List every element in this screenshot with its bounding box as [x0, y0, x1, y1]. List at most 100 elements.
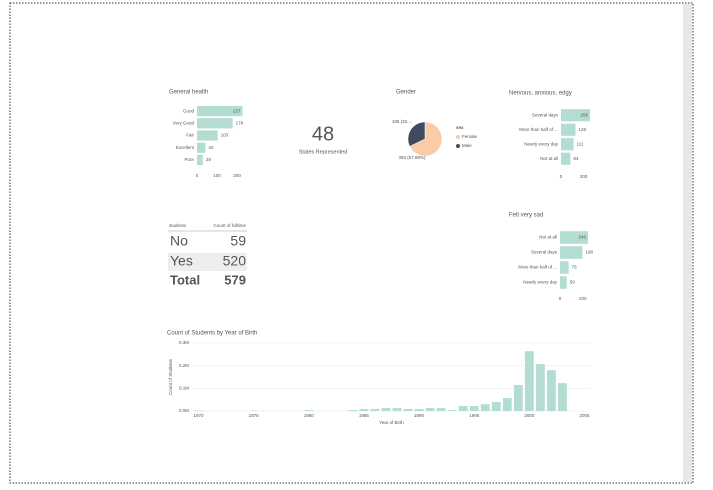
table-cell: No	[170, 233, 188, 249]
data-label: 42	[208, 145, 214, 150]
data-label: 256	[580, 112, 588, 117]
category-label: Excellent	[176, 145, 195, 150]
x-tick-label: 1970	[194, 413, 205, 418]
data-label: 178	[236, 120, 244, 125]
bar	[348, 410, 358, 411]
bar	[561, 109, 590, 122]
bar	[414, 408, 424, 411]
data-label: 198	[586, 250, 594, 255]
bar	[560, 246, 583, 259]
x-tick-label: 100	[213, 173, 221, 178]
data-label: 103	[221, 133, 229, 138]
category-label: Very Good	[173, 120, 195, 125]
bar	[560, 231, 588, 244]
category-label: Poor	[184, 157, 194, 162]
pie-slice	[409, 121, 443, 157]
card-value: 48	[312, 123, 334, 145]
bar	[197, 142, 206, 153]
chart-title: Count of Students by Year of Birth	[167, 331, 257, 337]
data-label: 83	[573, 156, 579, 161]
category-label: Not at all	[540, 156, 558, 161]
bar	[558, 383, 567, 411]
bar	[458, 406, 468, 411]
bar	[469, 406, 479, 411]
category-label: Good	[183, 108, 195, 113]
data-label: 76	[572, 265, 578, 270]
bar	[370, 408, 380, 411]
x-tick-label: 1990	[414, 413, 425, 418]
pie-slice	[407, 121, 426, 147]
chart-title: General health	[169, 90, 208, 96]
x-tick-label: 200	[233, 173, 241, 178]
chart-title: Felt very sad	[509, 213, 543, 219]
bar	[304, 410, 314, 411]
data-label: 246	[578, 235, 586, 240]
x-tick-label: 0	[560, 174, 563, 179]
y-axis-label: Count of Students	[168, 358, 173, 395]
category-label: Fair	[186, 133, 194, 138]
bar	[480, 404, 490, 411]
category-label: Not at all	[539, 235, 557, 240]
data-label: 393 (67.88%)	[398, 155, 426, 160]
category-label: More than half of ...	[519, 127, 558, 132]
category-label: Several days	[532, 112, 559, 117]
bar	[535, 364, 545, 411]
bar	[359, 408, 369, 411]
x-tick-label: 1985	[359, 413, 370, 418]
bar	[197, 105, 243, 117]
category-label: Nearly every day	[524, 141, 559, 146]
x-tick-label: 200	[579, 296, 587, 301]
category-label: More than half of ...	[518, 265, 557, 270]
bar	[561, 152, 571, 165]
bar	[491, 401, 501, 411]
legend-swatch	[456, 144, 460, 148]
bar	[197, 118, 233, 129]
x-tick-label: 0	[559, 296, 562, 301]
chart-title: Nervous, anxious, edgy	[509, 91, 572, 97]
y-tick-label: 0.2M	[179, 363, 189, 368]
x-tick-label: 0	[196, 173, 199, 178]
x-axis-label: Year of Birth	[379, 420, 404, 425]
legend-swatch	[456, 135, 460, 139]
x-tick-label: 1980	[304, 413, 315, 418]
data-label: 59	[570, 280, 576, 285]
bar	[381, 408, 391, 411]
bar	[560, 276, 567, 289]
data-label: 186 (32....	[392, 119, 412, 124]
bar	[392, 408, 402, 411]
bar	[403, 408, 413, 411]
legend-title: sex	[456, 125, 464, 130]
data-label: 111	[577, 141, 584, 146]
table-header: Count of fulltime	[213, 223, 246, 228]
bar	[561, 123, 576, 136]
bar	[447, 410, 457, 411]
frame	[9, 2, 694, 484]
bar	[197, 154, 203, 166]
bar	[560, 261, 569, 274]
data-label: 227	[233, 108, 241, 113]
category-label: Several days	[531, 250, 558, 255]
bar	[502, 398, 512, 411]
x-tick-label: 200	[580, 174, 588, 179]
table-cell: 520	[223, 253, 247, 269]
table-cell: 59	[230, 233, 246, 249]
table-total: 579	[224, 272, 246, 287]
bar	[436, 408, 446, 411]
bar	[546, 370, 556, 411]
chart-title: Gender	[396, 90, 416, 96]
table-cell: Yes	[170, 253, 193, 269]
legend-entry: Female	[462, 134, 478, 139]
y-tick-label: 0.1M	[179, 386, 189, 391]
bar	[513, 384, 523, 411]
bar	[197, 130, 218, 141]
bar	[524, 351, 534, 411]
table-header: students	[169, 223, 187, 228]
bar	[425, 408, 435, 411]
scrollbar	[683, 4, 692, 482]
category-label: Nearly every day	[523, 280, 558, 285]
x-tick-label: 1995	[469, 413, 480, 418]
x-tick-label: 1975	[249, 413, 260, 418]
x-tick-label: 2005	[579, 413, 590, 418]
row-highlight	[168, 253, 247, 271]
